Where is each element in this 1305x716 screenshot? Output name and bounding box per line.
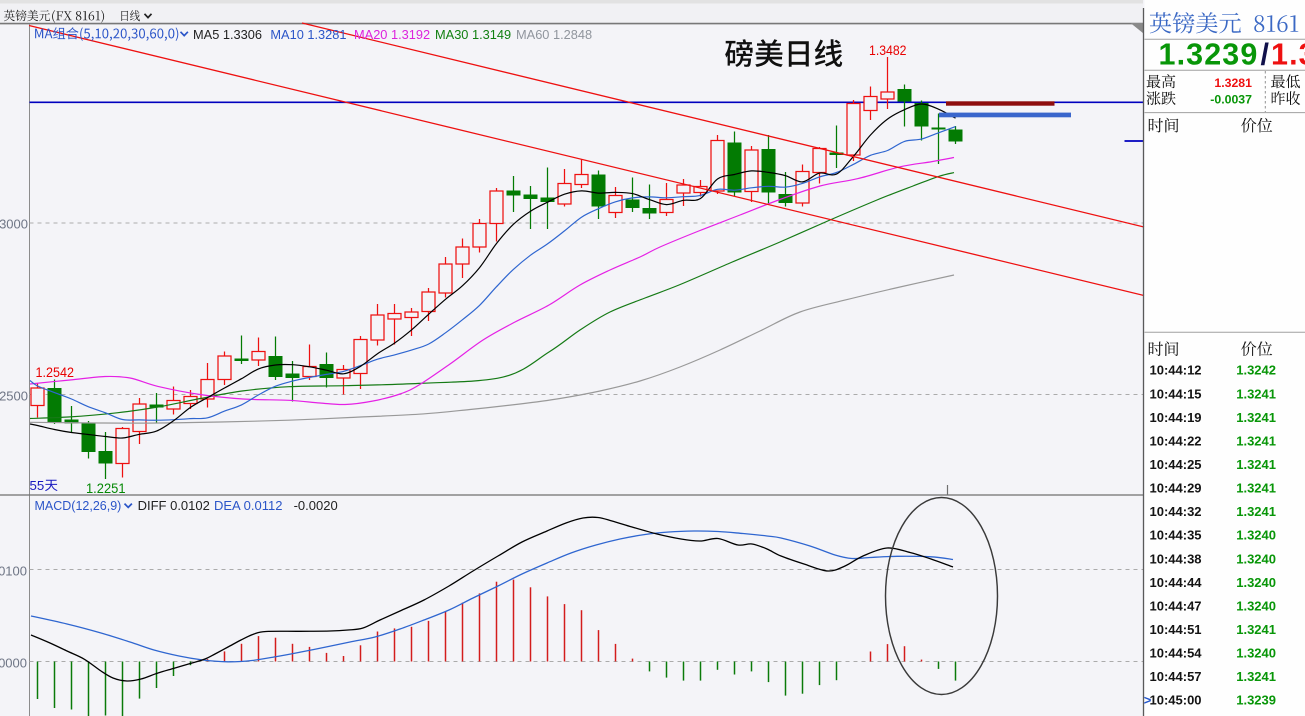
svg-text:0100: 0100 bbox=[0, 564, 27, 579]
svg-text:1.2542: 1.2542 bbox=[36, 365, 75, 380]
svg-text:1.3240: 1.3240 bbox=[1236, 551, 1276, 566]
svg-text:10:44:12: 10:44:12 bbox=[1150, 363, 1202, 378]
svg-text:10:44:35: 10:44:35 bbox=[1150, 528, 1202, 543]
svg-text:10:44:25: 10:44:25 bbox=[1150, 457, 1202, 472]
svg-text:10:44:51: 10:44:51 bbox=[1150, 622, 1202, 637]
svg-text:10:44:29: 10:44:29 bbox=[1150, 481, 1202, 496]
svg-text:1.3239: 1.3239 bbox=[1236, 693, 1276, 708]
svg-text:1.32: 1.32 bbox=[1271, 38, 1305, 72]
svg-text:-0.0020: -0.0020 bbox=[294, 498, 338, 513]
svg-text:10:45:00: 10:45:00 bbox=[1150, 693, 1202, 708]
svg-text:1.3241: 1.3241 bbox=[1236, 622, 1276, 637]
svg-text:10:44:32: 10:44:32 bbox=[1150, 504, 1202, 519]
svg-text:-0.0037: -0.0037 bbox=[1210, 93, 1252, 107]
svg-text:1.3482: 1.3482 bbox=[869, 43, 907, 58]
svg-text:10:44:57: 10:44:57 bbox=[1150, 669, 1202, 684]
svg-text:MACD(12,26,9): MACD(12,26,9) bbox=[35, 499, 122, 513]
svg-text:1.2251: 1.2251 bbox=[86, 481, 126, 496]
svg-text:10:44:22: 10:44:22 bbox=[1150, 433, 1202, 448]
svg-text:MA20 1.3192: MA20 1.3192 bbox=[354, 27, 430, 42]
svg-text:1.3241: 1.3241 bbox=[1236, 433, 1276, 448]
svg-text:3000: 3000 bbox=[0, 217, 28, 232]
svg-text:1.3241: 1.3241 bbox=[1236, 386, 1276, 401]
svg-text:10:44:38: 10:44:38 bbox=[1150, 551, 1202, 566]
svg-text:10:44:15: 10:44:15 bbox=[1150, 386, 1202, 401]
svg-text:10:44:47: 10:44:47 bbox=[1150, 598, 1202, 613]
svg-text:MA60 1.2848: MA60 1.2848 bbox=[516, 27, 592, 42]
svg-text:>: > bbox=[1144, 693, 1152, 708]
svg-text:1.3242: 1.3242 bbox=[1236, 363, 1276, 378]
svg-text:MA10 1.3281: MA10 1.3281 bbox=[270, 27, 346, 42]
svg-text:1.3240: 1.3240 bbox=[1236, 528, 1276, 543]
svg-text:MA30 1.3149: MA30 1.3149 bbox=[435, 27, 511, 42]
svg-text:/: / bbox=[1261, 38, 1270, 72]
svg-text:55: 55 bbox=[30, 478, 45, 493]
svg-text:1.3240: 1.3240 bbox=[1236, 646, 1276, 661]
svg-text:DEA 0.0112: DEA 0.0112 bbox=[214, 498, 282, 513]
svg-text:10:44:54: 10:44:54 bbox=[1150, 646, 1203, 661]
svg-text:1.3240: 1.3240 bbox=[1236, 575, 1276, 590]
svg-text:1.3241: 1.3241 bbox=[1236, 481, 1276, 496]
svg-text:2500: 2500 bbox=[0, 389, 28, 404]
svg-text:1.3239: 1.3239 bbox=[1159, 38, 1259, 72]
svg-text:DIFF 0.0102: DIFF 0.0102 bbox=[138, 498, 210, 513]
svg-text:1.3241: 1.3241 bbox=[1236, 457, 1276, 472]
svg-text:1.3241: 1.3241 bbox=[1236, 504, 1276, 519]
svg-text:10:44:19: 10:44:19 bbox=[1150, 410, 1202, 425]
svg-text:1.3281: 1.3281 bbox=[1214, 76, 1252, 90]
svg-text:1.3241: 1.3241 bbox=[1236, 669, 1276, 684]
svg-text:1.3241: 1.3241 bbox=[1236, 410, 1276, 425]
svg-text:0000: 0000 bbox=[0, 656, 27, 671]
svg-text:10:44:44: 10:44:44 bbox=[1150, 575, 1203, 590]
svg-text:MA5 1.3306: MA5 1.3306 bbox=[193, 27, 262, 42]
svg-text:1.3240: 1.3240 bbox=[1236, 598, 1276, 613]
